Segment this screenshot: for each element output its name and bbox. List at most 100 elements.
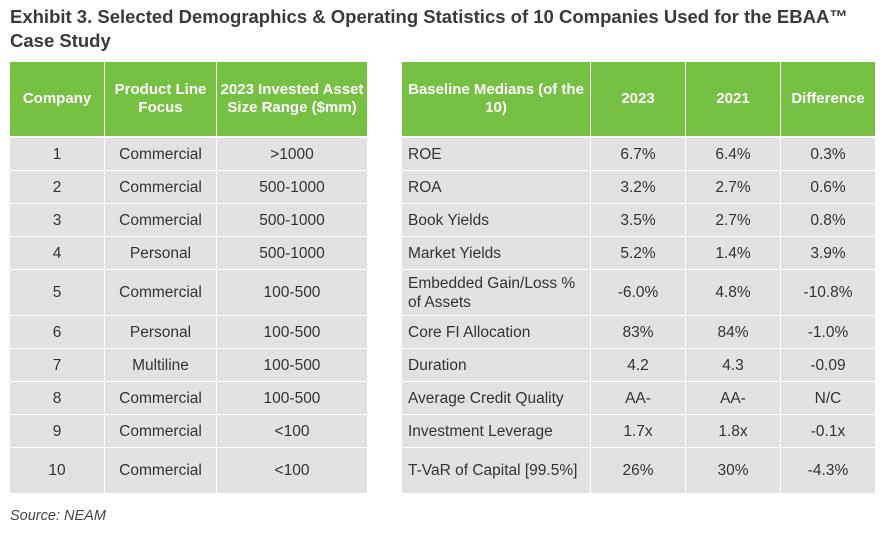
value-2023-cell: 6.7% <box>591 138 686 171</box>
value-2021-cell: 2.7% <box>686 171 781 204</box>
product-line-cell: Multiline <box>105 349 217 382</box>
difference-cell: 0.6% <box>781 171 875 204</box>
metric-cell: Market Yields <box>402 237 591 270</box>
table-row: 4 Personal 500-1000 <box>10 237 367 270</box>
table-row: Investment Leverage 1.7x 1.8x -0.1x <box>402 415 875 448</box>
product-line-cell: Commercial <box>105 270 217 316</box>
value-2021-cell: 4.8% <box>686 270 781 316</box>
company-cell: 8 <box>10 382 105 415</box>
asset-size-cell: 100-500 <box>217 382 367 415</box>
product-line-cell: Personal <box>105 237 217 270</box>
value-2023-cell: 3.5% <box>591 204 686 237</box>
company-cell: 2 <box>10 171 105 204</box>
metric-cell: ROE <box>402 138 591 171</box>
col-header-product-line: Product Line Focus <box>105 62 217 138</box>
table-row: 2 Commercial 500-1000 <box>10 171 367 204</box>
table-row: 8 Commercial 100-500 <box>10 382 367 415</box>
product-line-cell: Commercial <box>105 382 217 415</box>
difference-cell: -10.8% <box>781 270 875 316</box>
difference-cell: N/C <box>781 382 875 415</box>
table-row: 10 Commercial <100 <box>10 448 367 494</box>
product-line-cell: Commercial <box>105 448 217 494</box>
table-row: Book Yields 3.5% 2.7% 0.8% <box>402 204 875 237</box>
col-header-baseline-medians: Baseline Medians (of the 10) <box>402 62 591 138</box>
difference-cell: -0.09 <box>781 349 875 382</box>
value-2023-cell: 4.2 <box>591 349 686 382</box>
table-row: 6 Personal 100-500 <box>10 316 367 349</box>
value-2023-cell: 3.2% <box>591 171 686 204</box>
table-row: Core FI Allocation 83% 84% -1.0% <box>402 316 875 349</box>
company-cell: 4 <box>10 237 105 270</box>
product-line-cell: Commercial <box>105 204 217 237</box>
value-2021-cell: 1.4% <box>686 237 781 270</box>
value-2023-cell: 5.2% <box>591 237 686 270</box>
table-row: 5 Commercial 100-500 <box>10 270 367 316</box>
table-row: T-VaR of Capital [99.5%] 26% 30% -4.3% <box>402 448 875 494</box>
metric-cell: Investment Leverage <box>402 415 591 448</box>
header-row: Baseline Medians (of the 10) 2023 2021 D… <box>402 62 875 138</box>
asset-size-cell: 500-1000 <box>217 237 367 270</box>
company-cell: 7 <box>10 349 105 382</box>
company-cell: 3 <box>10 204 105 237</box>
table-row: 3 Commercial 500-1000 <box>10 204 367 237</box>
value-2023-cell: 83% <box>591 316 686 349</box>
metric-cell: Embedded Gain/Loss % of Assets <box>402 270 591 316</box>
value-2023-cell: AA- <box>591 382 686 415</box>
value-2023-cell: 1.7x <box>591 415 686 448</box>
value-2023-cell: -6.0% <box>591 270 686 316</box>
value-2023-cell: 26% <box>591 448 686 494</box>
table-row: 7 Multiline 100-500 <box>10 349 367 382</box>
value-2021-cell: 4.3 <box>686 349 781 382</box>
metric-cell: Average Credit Quality <box>402 382 591 415</box>
value-2021-cell: 84% <box>686 316 781 349</box>
table-row: Average Credit Quality AA- AA- N/C <box>402 382 875 415</box>
demographics-table: Company Product Line Focus 2023 Invested… <box>10 62 367 494</box>
metric-cell: ROA <box>402 171 591 204</box>
asset-size-cell: <100 <box>217 448 367 494</box>
table-row: Duration 4.2 4.3 -0.09 <box>402 349 875 382</box>
metric-cell: Book Yields <box>402 204 591 237</box>
value-2021-cell: 30% <box>686 448 781 494</box>
product-line-cell: Personal <box>105 316 217 349</box>
source-note: Source: NEAM <box>10 508 106 524</box>
metric-cell: Duration <box>402 349 591 382</box>
col-header-difference: Difference <box>781 62 875 138</box>
difference-cell: -0.1x <box>781 415 875 448</box>
value-2021-cell: 1.8x <box>686 415 781 448</box>
company-cell: 5 <box>10 270 105 316</box>
difference-cell: 0.8% <box>781 204 875 237</box>
asset-size-cell: 500-1000 <box>217 171 367 204</box>
col-header-company: Company <box>10 62 105 138</box>
difference-cell: -1.0% <box>781 316 875 349</box>
col-header-2021: 2021 <box>686 62 781 138</box>
asset-size-cell: 100-500 <box>217 349 367 382</box>
value-2021-cell: 6.4% <box>686 138 781 171</box>
metric-cell: T-VaR of Capital [99.5%] <box>402 448 591 494</box>
company-cell: 6 <box>10 316 105 349</box>
asset-size-cell: <100 <box>217 415 367 448</box>
col-header-2023: 2023 <box>591 62 686 138</box>
table-row: ROE 6.7% 6.4% 0.3% <box>402 138 875 171</box>
value-2021-cell: AA- <box>686 382 781 415</box>
product-line-cell: Commercial <box>105 171 217 204</box>
col-header-asset-size: 2023 Invested Asset Size Range ($mm) <box>217 62 367 138</box>
asset-size-cell: 100-500 <box>217 270 367 316</box>
company-cell: 10 <box>10 448 105 494</box>
table-row: Embedded Gain/Loss % of Assets -6.0% 4.8… <box>402 270 875 316</box>
product-line-cell: Commercial <box>105 138 217 171</box>
difference-cell: 3.9% <box>781 237 875 270</box>
table-row: 9 Commercial <100 <box>10 415 367 448</box>
company-cell: 9 <box>10 415 105 448</box>
exhibit-title: Exhibit 3. Selected Demographics & Opera… <box>10 6 848 51</box>
operating-statistics-table: Baseline Medians (of the 10) 2023 2021 D… <box>402 62 875 494</box>
product-line-cell: Commercial <box>105 415 217 448</box>
asset-size-cell: >1000 <box>217 138 367 171</box>
header-row: Company Product Line Focus 2023 Invested… <box>10 62 367 138</box>
table-row: Market Yields 5.2% 1.4% 3.9% <box>402 237 875 270</box>
table-row: ROA 3.2% 2.7% 0.6% <box>402 171 875 204</box>
metric-cell: Core FI Allocation <box>402 316 591 349</box>
asset-size-cell: 100-500 <box>217 316 367 349</box>
asset-size-cell: 500-1000 <box>217 204 367 237</box>
difference-cell: 0.3% <box>781 138 875 171</box>
difference-cell: -4.3% <box>781 448 875 494</box>
